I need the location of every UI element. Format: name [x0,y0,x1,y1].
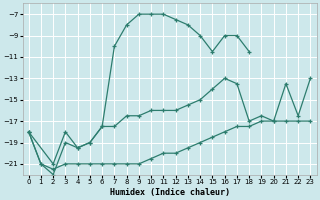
X-axis label: Humidex (Indice chaleur): Humidex (Indice chaleur) [109,188,229,197]
